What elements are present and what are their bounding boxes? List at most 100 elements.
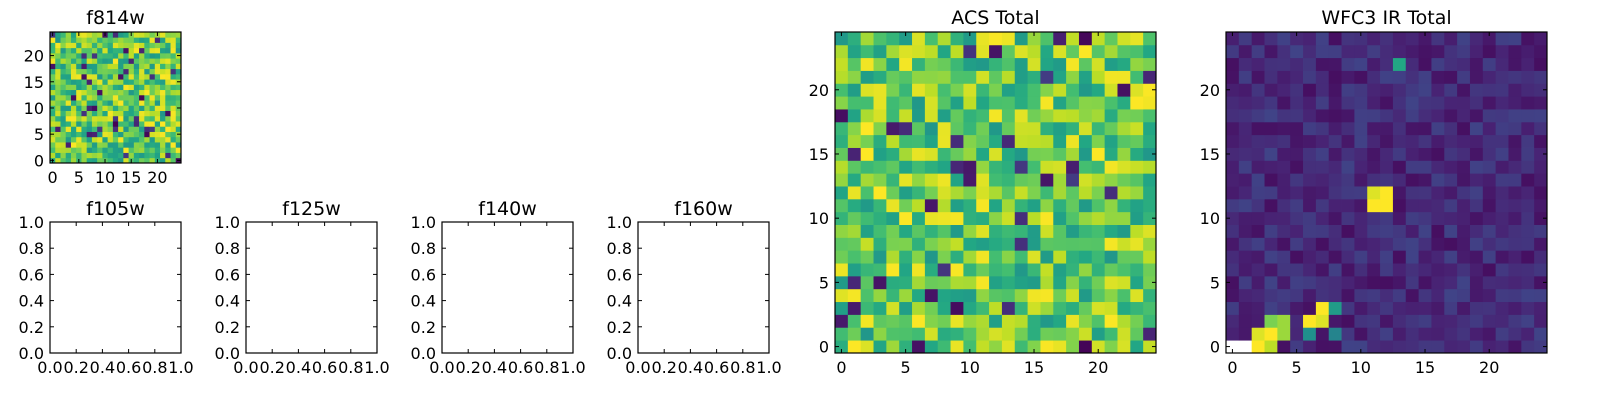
heatmap-cell (1328, 121, 1342, 136)
heatmap-cell (65, 147, 72, 153)
heatmap-cell (937, 340, 951, 354)
heatmap-cell (175, 84, 182, 91)
heatmap-cell (165, 47, 171, 54)
heatmap-cell (149, 131, 156, 138)
heatmap-cell (1315, 57, 1330, 71)
heatmap-cell (91, 89, 98, 96)
y-tick-label: 0.6 (411, 265, 436, 284)
heatmap-cell (937, 160, 951, 174)
heatmap-cell (123, 79, 129, 85)
heatmap-cell (170, 84, 177, 91)
y-tick-label: 0 (34, 151, 44, 170)
heatmap-cell (123, 84, 129, 91)
heatmap-cell (1130, 224, 1144, 238)
heatmap-cell (112, 79, 119, 85)
heatmap-cell (118, 100, 124, 106)
heatmap-cell (160, 73, 166, 80)
heatmap-cell (1117, 275, 1131, 290)
heatmap-cell (1354, 327, 1368, 341)
heatmap-cell (112, 37, 119, 43)
panel-title-f140w: f140w (478, 198, 537, 220)
heatmap-cell (1431, 121, 1445, 136)
heatmap-cell (1341, 83, 1355, 97)
heatmap-cell (835, 83, 849, 97)
heatmap-cell (1469, 327, 1484, 341)
heatmap-cell (1014, 83, 1028, 97)
heatmap-cell (924, 44, 939, 59)
heatmap-cell (1001, 211, 1016, 225)
heatmap-cell (1380, 96, 1394, 110)
heatmap-cell (1392, 109, 1407, 123)
heatmap-cell (165, 136, 171, 143)
heatmap-cell (1482, 198, 1497, 213)
heatmap-cell (899, 134, 913, 148)
panel-title-wfc3-ir-total: WFC3 IR Total (1321, 7, 1451, 29)
heatmap-cell (170, 147, 177, 153)
heatmap-cell (1066, 173, 1080, 187)
heatmap-cell (1014, 160, 1028, 174)
heatmap-cell (886, 288, 900, 303)
heatmap-cell (165, 42, 171, 49)
heatmap-cell (1392, 237, 1407, 251)
heatmap-cell (976, 198, 990, 213)
heatmap-cell (976, 83, 990, 97)
heatmap-cell (123, 121, 129, 127)
heatmap-cell (1014, 57, 1028, 71)
heatmap-cell (989, 288, 1003, 303)
heatmap-cell (835, 57, 849, 71)
heatmap-cell (1367, 186, 1381, 200)
heatmap-cell (81, 110, 88, 117)
heatmap-cell (950, 96, 964, 110)
heatmap-cell (835, 211, 849, 225)
heatmap-cell (1482, 237, 1497, 251)
heatmap-cell (97, 110, 103, 117)
heatmap-cell (873, 160, 887, 174)
heatmap-cell (1303, 109, 1317, 123)
heatmap-cell (1001, 237, 1016, 251)
heatmap-cell (144, 63, 150, 70)
heatmap-cell (1431, 186, 1445, 200)
heatmap-cell (154, 147, 161, 153)
heatmap-cell (1534, 224, 1548, 238)
heatmap-cell (1238, 263, 1253, 277)
heatmap-cell (1328, 198, 1342, 213)
heatmap-cell (149, 89, 156, 96)
heatmap-cell (60, 131, 67, 138)
heatmap-cell (107, 84, 114, 91)
heatmap-cell (1091, 186, 1106, 200)
y-tick-label: 0.4 (607, 292, 632, 311)
heatmap-cell (160, 136, 166, 143)
heatmap-cell (924, 147, 939, 161)
heatmap-cell (1226, 160, 1240, 174)
heatmap-cell (1104, 160, 1118, 174)
heatmap-cell (76, 126, 82, 132)
heatmap-cell (149, 79, 156, 85)
heatmap-cell (1315, 121, 1330, 136)
heatmap-cell (1469, 301, 1484, 315)
heatmap-cell (102, 42, 109, 49)
heatmap-cell (976, 275, 990, 290)
heatmap-cell (1001, 173, 1016, 187)
heatmap-cell (1130, 147, 1144, 161)
heatmap-cell (175, 89, 182, 96)
heatmap-cell (1066, 44, 1080, 59)
y-tick-label: 0.4 (19, 292, 44, 311)
heatmap-cell (70, 84, 77, 91)
heatmap-cell (976, 314, 990, 328)
heatmap-cell (873, 224, 887, 238)
heatmap-cell (1521, 211, 1535, 225)
heatmap-cell (1104, 70, 1118, 84)
heatmap-cell (139, 94, 145, 101)
heatmap-cell (1315, 327, 1330, 341)
heatmap-cell (1482, 160, 1497, 174)
heatmap-cell (1117, 237, 1131, 251)
heatmap-cell (1091, 198, 1106, 213)
heatmap-cell (1380, 301, 1394, 315)
heatmap-cell (1303, 70, 1317, 84)
y-tick-label: 0.2 (215, 318, 240, 337)
heatmap-cell (65, 142, 72, 148)
heatmap-cell (97, 94, 103, 101)
heatmap-cell (123, 37, 129, 43)
heatmap-cell (1264, 160, 1278, 174)
heatmap-cell (102, 126, 109, 132)
